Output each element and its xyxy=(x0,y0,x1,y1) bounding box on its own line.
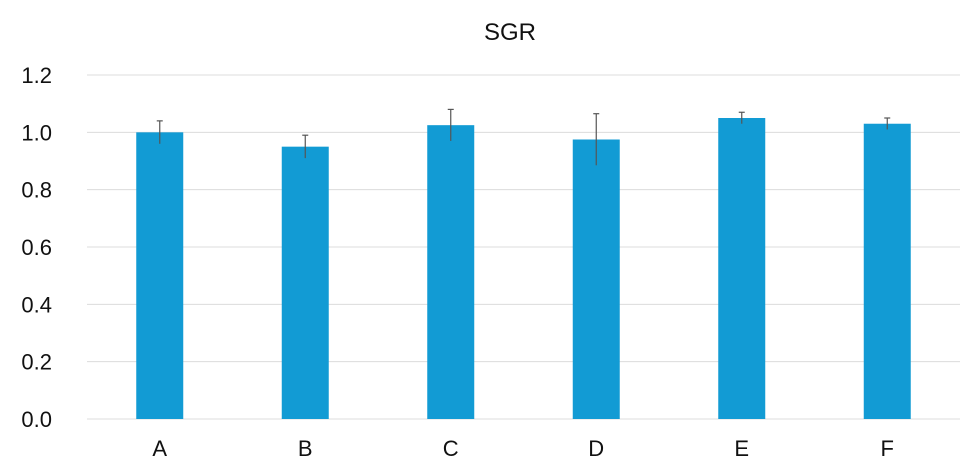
x-tick-label: A xyxy=(152,436,167,461)
y-tick-label: 1.0 xyxy=(21,120,52,145)
bar-B xyxy=(281,146,329,419)
bar-E xyxy=(718,118,766,419)
bar-C xyxy=(427,125,475,420)
error-bars xyxy=(156,108,891,166)
bar-D xyxy=(572,139,620,419)
x-tick-label: D xyxy=(588,436,604,461)
y-tick-label: 0.2 xyxy=(21,350,52,375)
x-tick-label: F xyxy=(881,436,894,461)
bar-F xyxy=(863,123,911,419)
gridlines xyxy=(87,74,960,420)
x-axis-ticks: A B C D E F xyxy=(152,436,894,461)
y-tick-label: 0.0 xyxy=(21,407,52,432)
x-tick-label: B xyxy=(298,436,313,461)
chart-title: SGR xyxy=(484,19,536,46)
y-tick-label: 0.4 xyxy=(21,292,52,317)
bars xyxy=(136,118,911,420)
bar-A xyxy=(136,132,184,420)
y-tick-label: 1.2 xyxy=(21,63,52,88)
y-tick-label: 0.8 xyxy=(21,178,52,203)
x-tick-label: C xyxy=(443,436,459,461)
y-tick-label: 0.6 xyxy=(21,235,52,260)
x-tick-label: E xyxy=(734,436,749,461)
y-axis-ticks: 0.0 0.2 0.4 0.6 0.8 1.0 1.2 xyxy=(21,63,52,432)
